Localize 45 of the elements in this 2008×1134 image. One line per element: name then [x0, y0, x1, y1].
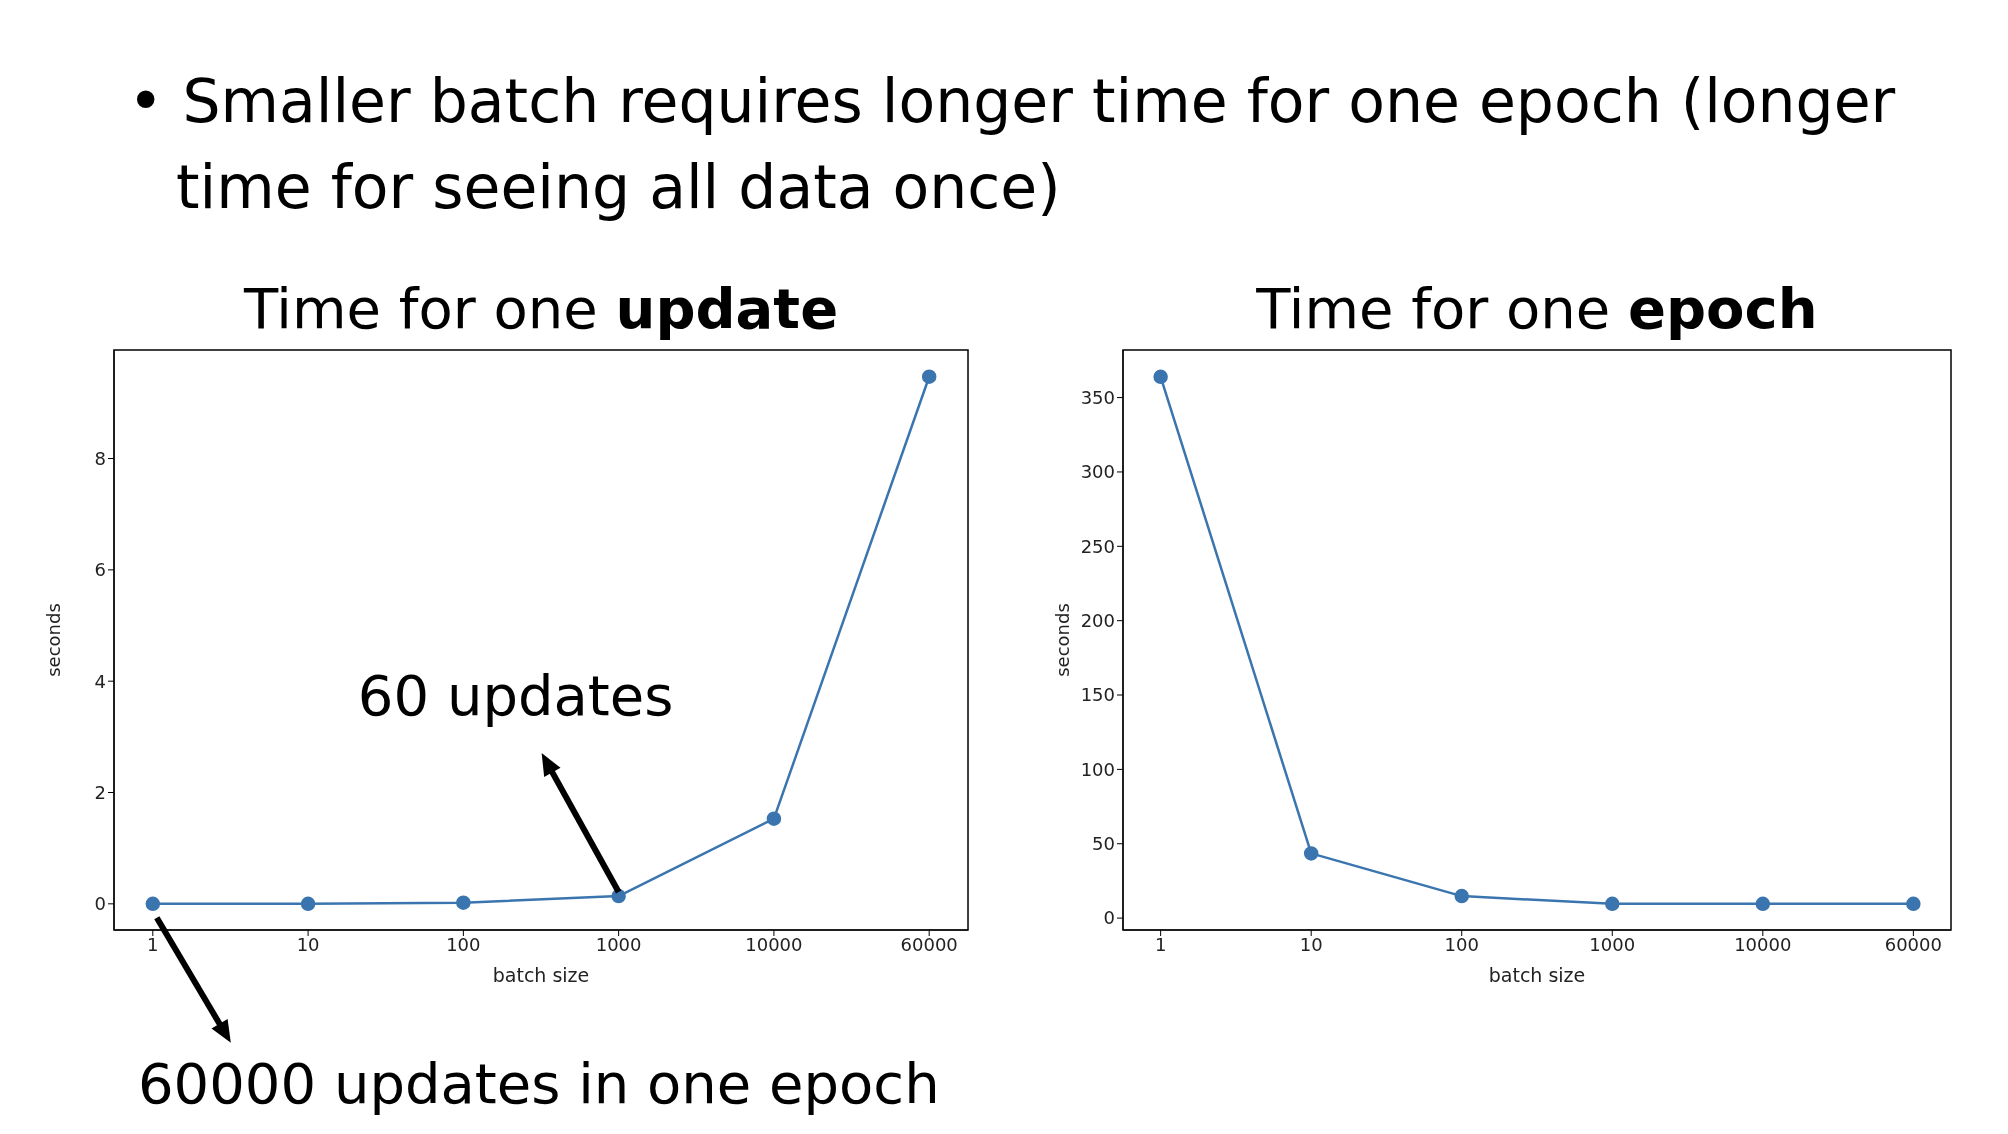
y-tick-label: 50	[1092, 833, 1115, 855]
point	[1755, 896, 1771, 912]
y-tick-label: 250	[1080, 535, 1115, 557]
y-axis-title: seconds	[1052, 603, 1074, 677]
x-tick-label: 60000	[900, 933, 958, 955]
x-tick-label: 10000	[745, 933, 803, 955]
y-tick-label: 6	[94, 559, 106, 581]
point	[145, 896, 161, 912]
y-tick-label: 0	[94, 893, 106, 915]
point	[300, 896, 316, 912]
point	[1454, 888, 1469, 904]
point	[1303, 846, 1319, 861]
y-tick-label: 8	[94, 447, 106, 469]
x-axis-title: batch size	[492, 964, 590, 986]
point	[1906, 896, 1921, 912]
x-axis-title: batch size	[1488, 964, 1586, 986]
x-tick-label: 1000	[1589, 933, 1636, 955]
point	[766, 811, 782, 826]
y-tick-label: 150	[1080, 684, 1115, 706]
y-tick-label: 2	[94, 781, 106, 803]
y-tick-label: 350	[1080, 386, 1115, 408]
x-tick-label: 10000	[1734, 933, 1792, 955]
y-tick-label: 300	[1080, 461, 1115, 483]
point	[1605, 896, 1620, 912]
x-tick-label: 100	[446, 933, 481, 955]
x-tick-label: 10	[1299, 933, 1323, 955]
chart-title: Time for one epoch	[1255, 276, 1818, 341]
x-tick-label: 10	[296, 933, 320, 955]
point	[456, 895, 471, 910]
x-tick-label: 1	[1154, 933, 1167, 955]
point	[921, 369, 937, 384]
point	[1153, 369, 1168, 385]
x-tick-label: 1000	[595, 933, 642, 955]
y-tick-label: 4	[94, 670, 106, 692]
y-axis-title: seconds	[43, 603, 65, 677]
x-tick-label: 60000	[1884, 933, 1942, 955]
y-tick-label: 100	[1080, 758, 1115, 780]
chart-title: Time for one update	[242, 276, 839, 341]
y-tick-label: 200	[1080, 610, 1115, 632]
text: • Smaller batch requires longer time for one epoch (longer time for seeing all data once)	[128, 65, 1897, 224]
annotation: 60000 updates in one epoch	[138, 1050, 940, 1116]
annotation: 60 updates	[357, 663, 674, 729]
y-tick-label: 0	[1103, 907, 1115, 929]
x-tick-label: 100	[1444, 933, 1479, 955]
x-tick-label: 1	[147, 933, 159, 955]
